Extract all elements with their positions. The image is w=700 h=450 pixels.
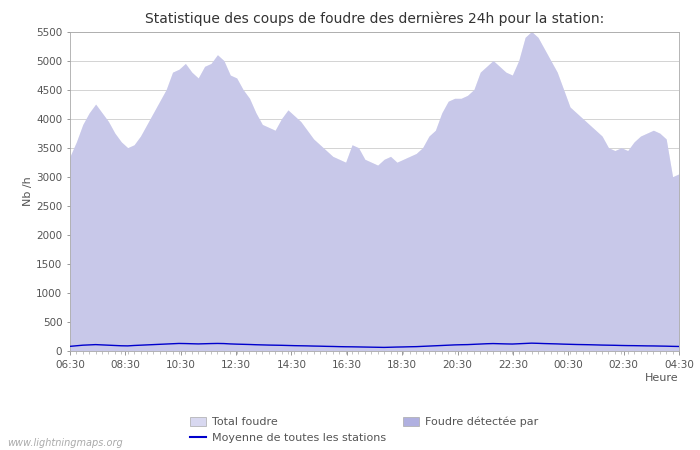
Text: www.lightningmaps.org: www.lightningmaps.org: [7, 438, 122, 448]
Legend: Total foudre, Moyenne de toutes les stations, Foudre détectée par, : Total foudre, Moyenne de toutes les stat…: [186, 412, 542, 448]
Title: Statistique des coups de foudre des dernières 24h pour la station:: Statistique des coups de foudre des dern…: [145, 12, 604, 26]
Y-axis label: Nb /h: Nb /h: [23, 176, 34, 206]
Text: Heure: Heure: [645, 374, 679, 383]
